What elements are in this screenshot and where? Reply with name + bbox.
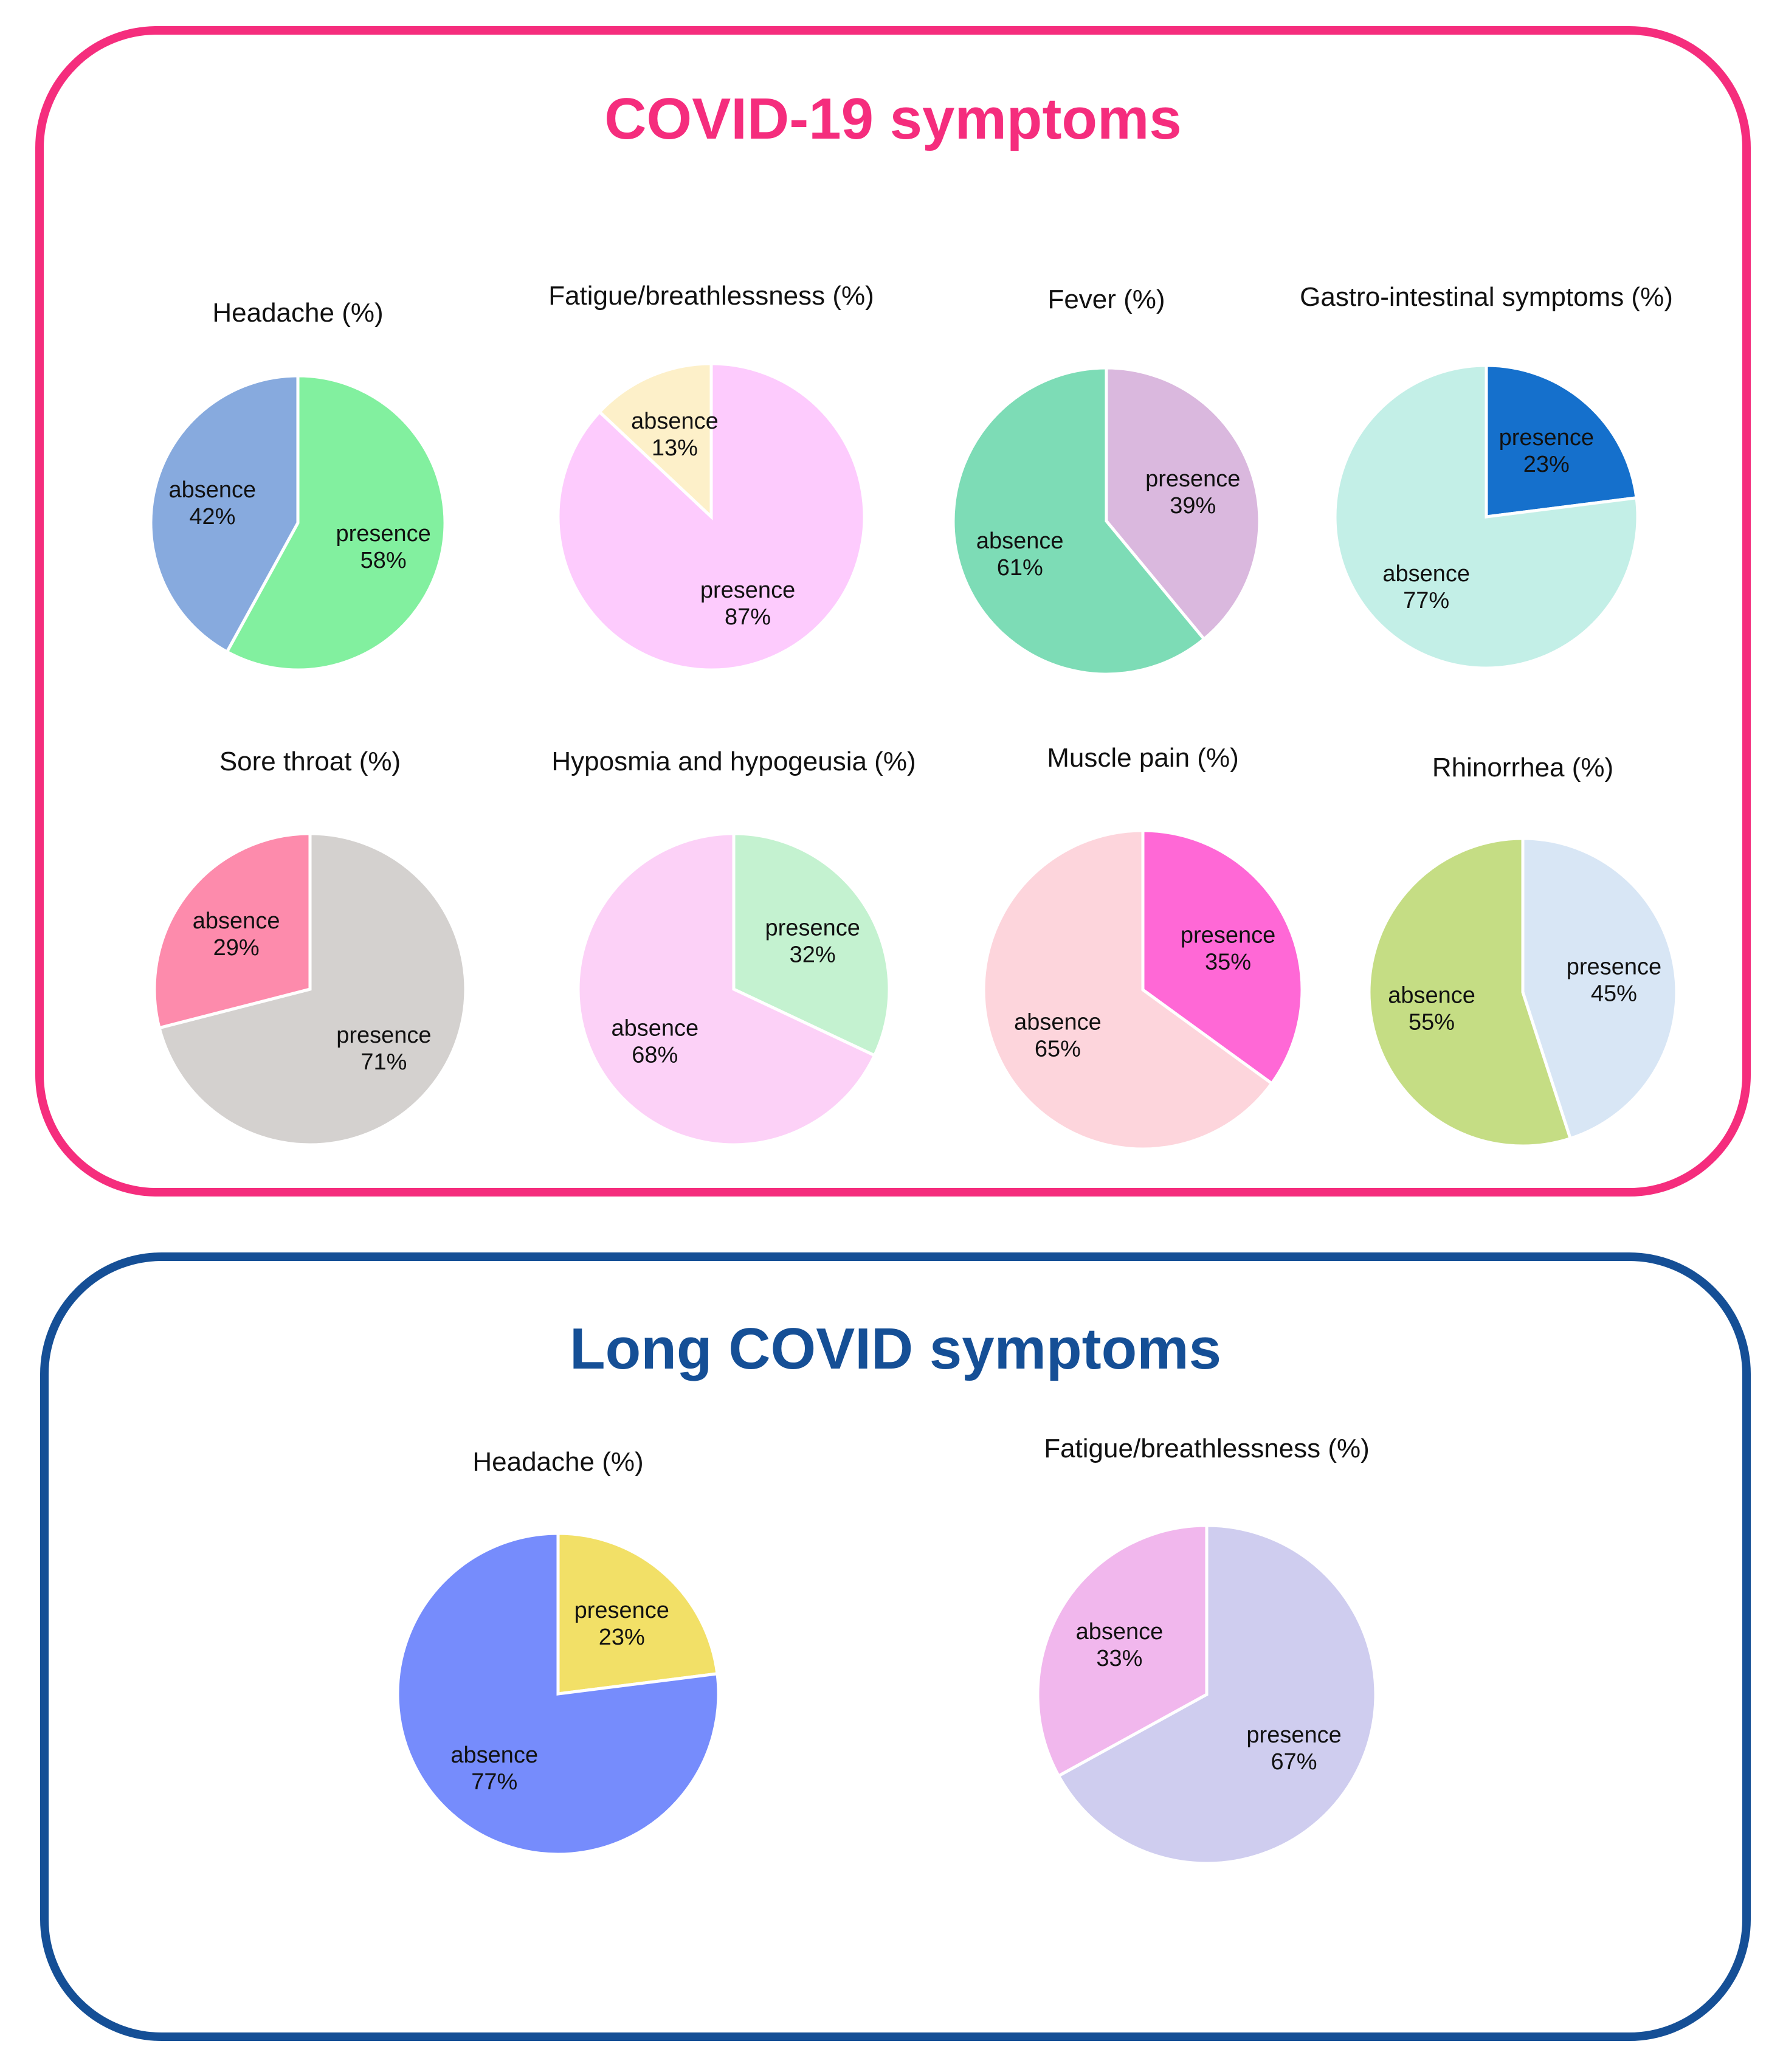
- pie-slice-absence: [576, 832, 877, 1147]
- chart-title-hyposmia-hypogeusia: Hyposmia and hypogeusia (%): [551, 747, 916, 776]
- slice-label-absence: absence: [1076, 1619, 1164, 1645]
- chart-title-muscle-pain: Muscle pain (%): [1047, 743, 1239, 773]
- pie-slice-absence: [1367, 837, 1573, 1148]
- chart-title-gastro-intestinal: Gastro-intestinal symptoms (%): [1300, 282, 1673, 312]
- slice-value-presence: 58%: [360, 548, 407, 573]
- slice-value-presence: 32%: [790, 942, 836, 968]
- pie-slice-absence: [982, 829, 1274, 1151]
- slice-label-presence: presence: [1567, 954, 1661, 979]
- slice-label-absence: absence: [1014, 1009, 1102, 1035]
- chart-title-fever: Fever (%): [1047, 285, 1165, 314]
- slice-value-presence: 45%: [1591, 981, 1637, 1006]
- slice-label-presence: presence: [765, 916, 860, 941]
- pie-slice-presence: [1056, 1524, 1378, 1865]
- pie-slice-absence: [1333, 364, 1640, 670]
- chart-title-headache: Headache (%): [212, 298, 384, 328]
- slice-label-presence: presence: [336, 1023, 431, 1048]
- slice-label-absence: absence: [631, 409, 719, 434]
- pie-slice-presence: [1105, 366, 1261, 641]
- slice-label-presence: presence: [1499, 425, 1594, 451]
- slice-label-presence: presence: [700, 578, 795, 603]
- slice-value-absence: 29%: [213, 935, 260, 961]
- long-chart-title-fatigue-breathlessness: Fatigue/breathlessness (%): [1044, 1434, 1370, 1463]
- pie-slice-presence: [1485, 364, 1638, 519]
- slice-value-presence: 87%: [725, 604, 771, 630]
- pie-slice-absence: [951, 366, 1207, 676]
- pie-slice-presence: [1141, 829, 1304, 1086]
- slice-value-presence: 67%: [1271, 1749, 1317, 1775]
- covid-panel-title: COVID-19 symptoms: [604, 86, 1182, 151]
- pie-slice-absence: [1036, 1524, 1209, 1778]
- slice-value-presence: 23%: [1523, 452, 1570, 477]
- slice-value-presence: 39%: [1170, 493, 1216, 519]
- slice-label-presence: presence: [1181, 923, 1275, 948]
- slice-label-absence: absence: [450, 1742, 538, 1768]
- chart-title-fatigue-breathlessness: Fatigue/breathlessness (%): [548, 281, 874, 311]
- slice-value-absence: 65%: [1035, 1036, 1081, 1062]
- pie-slice-absence: [153, 832, 312, 1030]
- chart-title-rhinorrhea: Rhinorrhea (%): [1432, 753, 1614, 782]
- pie-slice-presence: [732, 832, 891, 1058]
- slice-value-presence: 71%: [360, 1049, 407, 1075]
- pie-slice-presence: [157, 832, 467, 1147]
- pie-slice-absence: [597, 362, 713, 520]
- long-chart-title-headache: Headache (%): [472, 1447, 644, 1477]
- slice-value-absence: 77%: [1403, 588, 1449, 613]
- slice-value-absence: 55%: [1409, 1010, 1455, 1035]
- slice-value-absence: 33%: [1096, 1646, 1142, 1671]
- slice-label-absence: absence: [611, 1015, 698, 1041]
- slice-value-absence: 68%: [632, 1042, 678, 1068]
- slice-label-presence: presence: [1145, 466, 1240, 492]
- slice-value-absence: 77%: [471, 1769, 517, 1795]
- slice-label-absence: absence: [169, 477, 257, 503]
- pie-slice-presence: [556, 1532, 719, 1696]
- slice-label-absence: absence: [1382, 561, 1470, 587]
- slice-value-absence: 13%: [652, 435, 698, 461]
- slice-label-absence: absence: [976, 528, 1064, 554]
- slice-label-absence: absence: [1388, 983, 1475, 1009]
- slice-label-presence: presence: [1246, 1722, 1341, 1748]
- slice-label-presence: presence: [574, 1598, 669, 1623]
- chart-title-sore-throat: Sore throat (%): [219, 747, 401, 776]
- slice-label-presence: presence: [336, 521, 430, 547]
- slice-value-absence: 42%: [189, 504, 235, 530]
- slice-value-presence: 23%: [599, 1625, 645, 1650]
- slice-value-absence: 61%: [997, 555, 1043, 581]
- pie-slice-absence: [149, 374, 300, 654]
- pie-slice-presence: [1521, 837, 1678, 1141]
- slice-value-presence: 35%: [1205, 950, 1251, 975]
- slice-label-absence: absence: [193, 908, 280, 934]
- long-covid-panel-title: Long COVID symptoms: [569, 1316, 1222, 1381]
- pie-slice-presence: [225, 374, 447, 672]
- pie-slice-absence: [396, 1532, 720, 1856]
- long-covid-symptoms-panel: Long COVID symptoms: [40, 1252, 1751, 2041]
